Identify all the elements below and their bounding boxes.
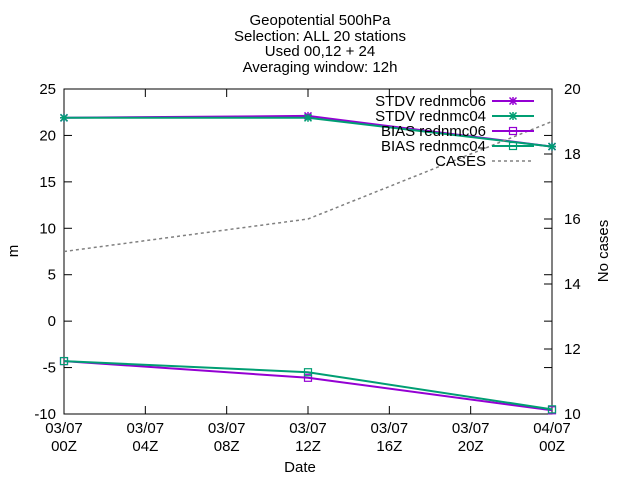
x-tick-label-date: 03/07 bbox=[208, 420, 246, 437]
x-tick-label-date: 03/07 bbox=[452, 420, 490, 437]
x-tick-label-hour: 04Z bbox=[132, 438, 158, 455]
x-tick-label-hour: 00Z bbox=[51, 438, 77, 455]
x-tick-label-date: 04/07 bbox=[533, 420, 571, 437]
y2-tick-label: 16 bbox=[564, 211, 581, 228]
y2-tick-label: 18 bbox=[564, 146, 581, 163]
series-line-3 bbox=[63, 360, 553, 411]
data-point-2-1 bbox=[303, 373, 313, 382]
y2-tick-label: 14 bbox=[564, 276, 581, 293]
data-point-1-0 bbox=[59, 113, 69, 122]
legend-label: STDV rednmc04 bbox=[375, 108, 486, 125]
x-tick-label-date: 03/07 bbox=[371, 420, 409, 437]
y-tick-label: -10 bbox=[34, 406, 56, 423]
y-tick-label: 5 bbox=[48, 267, 56, 284]
y-tick-label: -5 bbox=[43, 360, 56, 377]
y2-axis-label: No cases bbox=[595, 220, 612, 283]
chart-title-line-3: Used 00,12 + 24 bbox=[264, 43, 376, 60]
chart-title-line-1: Geopotential 500hPa bbox=[249, 12, 391, 29]
legend-marker bbox=[508, 141, 518, 151]
legend-label: STDV rednmc06 bbox=[375, 93, 486, 110]
x-tick-label-hour: 20Z bbox=[458, 438, 484, 455]
y-tick-label: 0 bbox=[48, 313, 56, 330]
data-point-1-1 bbox=[303, 113, 313, 122]
y2-tick-label: 10 bbox=[564, 406, 581, 423]
y-tick-label: 20 bbox=[39, 127, 56, 144]
legend-label: BIAS rednmc04 bbox=[381, 138, 486, 155]
y2-tick-label: 12 bbox=[564, 341, 581, 358]
legend-marker bbox=[508, 96, 518, 106]
legend-label: BIAS rednmc06 bbox=[381, 123, 486, 140]
x-axis-label: Date bbox=[284, 459, 316, 476]
legend-marker bbox=[508, 126, 518, 136]
data-point-3-0 bbox=[59, 356, 69, 366]
data-point-3-2 bbox=[547, 405, 557, 414]
y-tick-label: 15 bbox=[39, 174, 56, 191]
legend-label: CASES bbox=[435, 153, 486, 170]
y-tick-label: 25 bbox=[39, 81, 56, 98]
x-tick-label-date: 03/07 bbox=[127, 420, 165, 437]
y-axis-label: m bbox=[5, 245, 22, 258]
x-tick-label-hour: 08Z bbox=[214, 438, 240, 455]
legend-marker bbox=[508, 111, 518, 121]
x-tick-label-hour: 12Z bbox=[295, 438, 321, 455]
x-tick-label-hour: 16Z bbox=[376, 438, 402, 455]
y-tick-label: 10 bbox=[39, 220, 56, 237]
chart-title-line-4: Averaging window: 12h bbox=[242, 59, 398, 76]
data-point-3-1 bbox=[303, 368, 313, 377]
x-tick-label-hour: 00Z bbox=[539, 438, 565, 455]
data-point-1-2 bbox=[547, 142, 557, 151]
chart-title-line-2: Selection: ALL 20 stations bbox=[233, 28, 407, 45]
series-line-2 bbox=[63, 360, 553, 412]
y2-tick-label: 20 bbox=[564, 81, 581, 98]
x-tick-label-date: 03/07 bbox=[45, 420, 83, 437]
x-tick-label-date: 03/07 bbox=[289, 420, 327, 437]
series-line-4 bbox=[63, 120, 553, 253]
